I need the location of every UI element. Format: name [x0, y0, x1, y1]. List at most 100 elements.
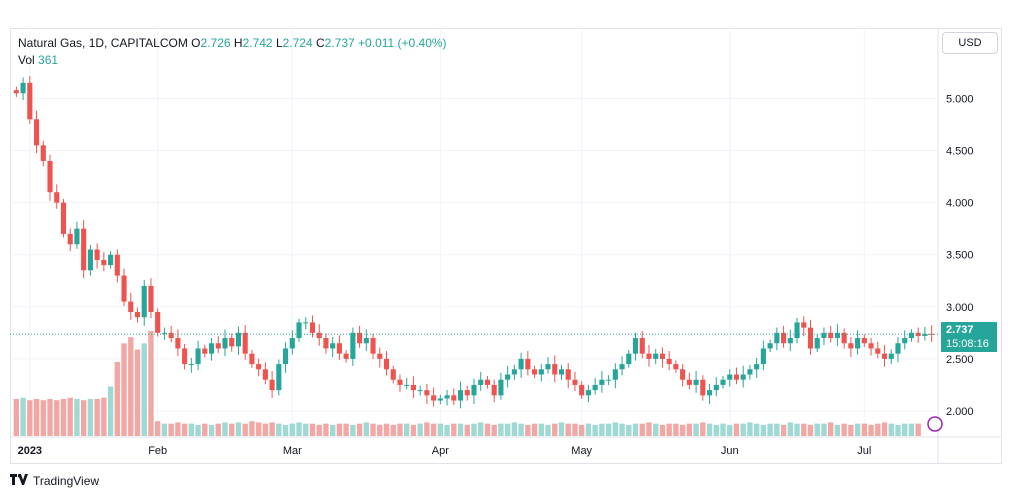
candle-body	[518, 358, 524, 370]
volume-bar	[626, 424, 632, 436]
candle-body	[915, 332, 921, 336]
volume-bar	[430, 423, 437, 436]
volume-bar	[854, 423, 861, 436]
volume-bar	[679, 424, 686, 436]
candle-body	[632, 338, 639, 354]
tradingview-name: TradingView	[33, 474, 100, 488]
volume-bar	[895, 424, 901, 436]
volume-bar	[498, 423, 504, 436]
high-label: H	[233, 36, 243, 50]
volume-legend: Vol 361	[18, 53, 58, 67]
candle-body	[242, 332, 248, 354]
candle-body	[60, 202, 67, 234]
candle-body	[141, 285, 147, 318]
volume-bar	[262, 423, 269, 436]
volume-bar	[242, 423, 248, 436]
candle-body	[370, 338, 376, 354]
volume-bar	[801, 423, 807, 436]
candle-body	[202, 348, 208, 354]
volume-bar	[794, 423, 800, 436]
volume-bar	[303, 423, 309, 436]
bar-countdown: 15:08:16	[946, 338, 989, 350]
candle-body	[585, 390, 591, 396]
candle-body	[155, 312, 161, 333]
candle-body	[397, 379, 403, 385]
volume-bar	[350, 424, 356, 436]
volume-bar	[686, 423, 693, 436]
y-tick-label: 4.500	[946, 146, 974, 158]
volume-bar	[747, 422, 753, 436]
candle-body	[841, 332, 847, 344]
volume-bar	[774, 423, 780, 436]
volume-bar	[101, 397, 107, 436]
low-value: 2.724	[282, 36, 313, 50]
volume-bar	[336, 423, 343, 436]
candle-body	[377, 353, 383, 359]
volume-bar	[383, 423, 390, 436]
open-label: O	[191, 36, 201, 50]
volume-bar	[13, 398, 20, 436]
close-label: C	[316, 36, 325, 50]
volume-bar	[834, 424, 841, 436]
volume-bar	[155, 421, 161, 436]
tradingview-logo-icon	[10, 474, 28, 488]
candle-body	[902, 338, 908, 344]
x-tick-label: Jun	[721, 445, 739, 457]
volume-bar	[363, 422, 370, 436]
volume-bar	[404, 423, 410, 436]
volume-bar	[397, 423, 403, 436]
candle-body	[121, 275, 127, 302]
candle-body	[558, 369, 565, 375]
candle-body	[27, 82, 33, 120]
volume-bar	[370, 423, 376, 436]
candle-body	[895, 343, 901, 354]
currency-button[interactable]: USD	[942, 32, 998, 54]
volume-bar	[121, 343, 127, 436]
volume-bar	[821, 423, 827, 436]
candle-body	[626, 353, 632, 365]
candle-body	[316, 332, 322, 339]
volume-bar	[80, 400, 87, 436]
candle-body	[148, 285, 154, 312]
chart-frame[interactable]	[10, 28, 1002, 464]
candle-body	[101, 259, 107, 266]
candle-body	[646, 353, 652, 359]
y-tick-label: 2.000	[946, 406, 974, 418]
volume-label[interactable]: Vol	[18, 53, 35, 67]
x-tick-label: Mar	[283, 445, 302, 457]
volume-bar	[215, 423, 221, 436]
candle-body	[168, 332, 174, 339]
candle-body	[296, 322, 302, 339]
candle-body	[336, 343, 342, 354]
y-tick-label: 5.000	[946, 93, 974, 105]
volume-bar	[188, 423, 195, 436]
volume-bar	[141, 343, 147, 436]
volume-bar	[316, 424, 322, 436]
candle-body	[457, 390, 464, 401]
volume-bar	[289, 423, 295, 436]
candle-body	[781, 332, 787, 344]
volume-bar	[451, 423, 457, 436]
volume-bar	[47, 398, 53, 436]
symbol-label[interactable]: Natural Gas, 1D, CAPITALCOM	[18, 36, 188, 50]
tradingview-logo[interactable]: TradingView	[10, 474, 99, 488]
volume-bar	[592, 424, 598, 436]
volume-bar	[888, 423, 894, 436]
close-value: 2.737	[324, 36, 355, 50]
x-tick-label: 2023	[18, 445, 42, 457]
volume-bar	[531, 423, 538, 436]
candle-body	[47, 160, 53, 193]
candle-body	[323, 338, 329, 349]
candle-body	[437, 398, 443, 401]
candle-body	[875, 348, 881, 354]
candle-body	[182, 348, 188, 365]
last-price-value: 2.737	[946, 324, 974, 336]
candle-body	[572, 379, 578, 385]
volume-bar	[881, 422, 888, 436]
candle-body	[222, 338, 228, 349]
candle-body	[330, 343, 336, 349]
candle-body	[134, 312, 141, 318]
candle-body	[208, 343, 215, 354]
volume-bar	[491, 424, 497, 436]
